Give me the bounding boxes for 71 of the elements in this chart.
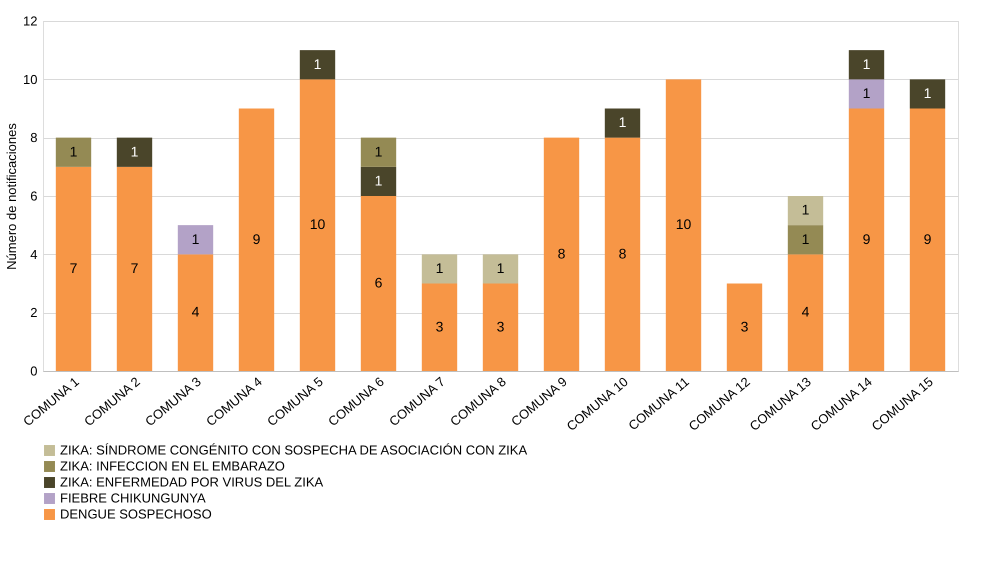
bar <box>482 284 518 371</box>
bar <box>726 284 762 371</box>
bar <box>360 196 396 371</box>
bar <box>360 166 396 196</box>
bar <box>116 138 152 167</box>
y-tick-label: 0 <box>30 364 38 378</box>
data-label: 1 <box>70 143 78 160</box>
bar <box>178 225 214 254</box>
y-tick-label: 6 <box>30 188 38 204</box>
legend-label: ZIKA: SÍNDROME CONGÉNITO CON SOSPECHA DE ASOCIACIÓN CON ZIKA <box>60 442 528 458</box>
data-label: 10 <box>676 216 692 232</box>
data-label: 10 <box>310 216 326 232</box>
bar <box>178 254 214 371</box>
bar <box>544 138 580 371</box>
bar <box>788 254 824 371</box>
data-label: 1 <box>130 143 139 160</box>
y-tick-label: 12 <box>23 14 38 28</box>
y-tick-label: 10 <box>23 72 38 87</box>
bar <box>910 108 946 371</box>
data-label: 7 <box>70 260 78 276</box>
data-label: 4 <box>192 304 200 320</box>
bar <box>848 79 884 108</box>
data-label: 1 <box>374 172 383 188</box>
bar <box>788 196 824 226</box>
data-label: 1 <box>374 143 383 160</box>
data-label: 9 <box>924 230 932 247</box>
bar <box>422 284 458 371</box>
legend-label: ZIKA: ENFERMEDAD POR VIRUS DEL ZIKA <box>60 474 324 490</box>
legend-label: FIEBRE CHIKUNGUNYA <box>60 490 206 506</box>
bar <box>300 50 336 80</box>
data-label: 1 <box>802 202 810 218</box>
data-label: 9 <box>252 230 261 247</box>
bar <box>116 166 152 371</box>
y-axis-title: Número de notificaciones <box>4 122 20 270</box>
bar <box>56 166 92 371</box>
bar <box>788 225 824 254</box>
data-label: 7 <box>130 260 139 276</box>
bar <box>360 138 396 167</box>
data-label: 1 <box>314 56 322 72</box>
data-label: 1 <box>618 114 627 130</box>
bar <box>848 50 884 80</box>
data-label: 1 <box>924 84 932 101</box>
bar <box>848 108 884 371</box>
data-label: 4 <box>802 304 810 320</box>
bar <box>56 138 92 167</box>
bar <box>910 79 946 108</box>
bar <box>482 254 518 284</box>
data-label: 3 <box>740 318 749 334</box>
data-label: 1 <box>436 260 444 276</box>
data-label: 8 <box>558 245 566 262</box>
legend-label: ZIKA: INFECCION EN EL EMBARAZO <box>60 458 285 474</box>
bar <box>604 108 640 138</box>
data-label: 3 <box>496 318 505 334</box>
data-label: 8 <box>618 245 627 262</box>
data-label: 1 <box>496 260 505 276</box>
data-label: 9 <box>862 230 871 247</box>
data-label: 6 <box>374 274 383 290</box>
bar <box>422 254 458 284</box>
data-label: 1 <box>862 56 871 72</box>
bar <box>666 79 702 371</box>
y-tick-label: 2 <box>30 305 38 320</box>
bar <box>238 108 274 371</box>
data-label: 3 <box>436 318 444 334</box>
y-tick-label: 8 <box>30 130 38 146</box>
data-label: 1 <box>802 230 810 247</box>
legend-label: DENGUE SOSPECHOSO <box>60 506 212 522</box>
bar <box>604 138 640 371</box>
bar <box>300 79 336 371</box>
data-label: 1 <box>862 84 871 101</box>
y-tick-label: 4 <box>30 246 38 262</box>
data-label: 1 <box>192 230 200 247</box>
